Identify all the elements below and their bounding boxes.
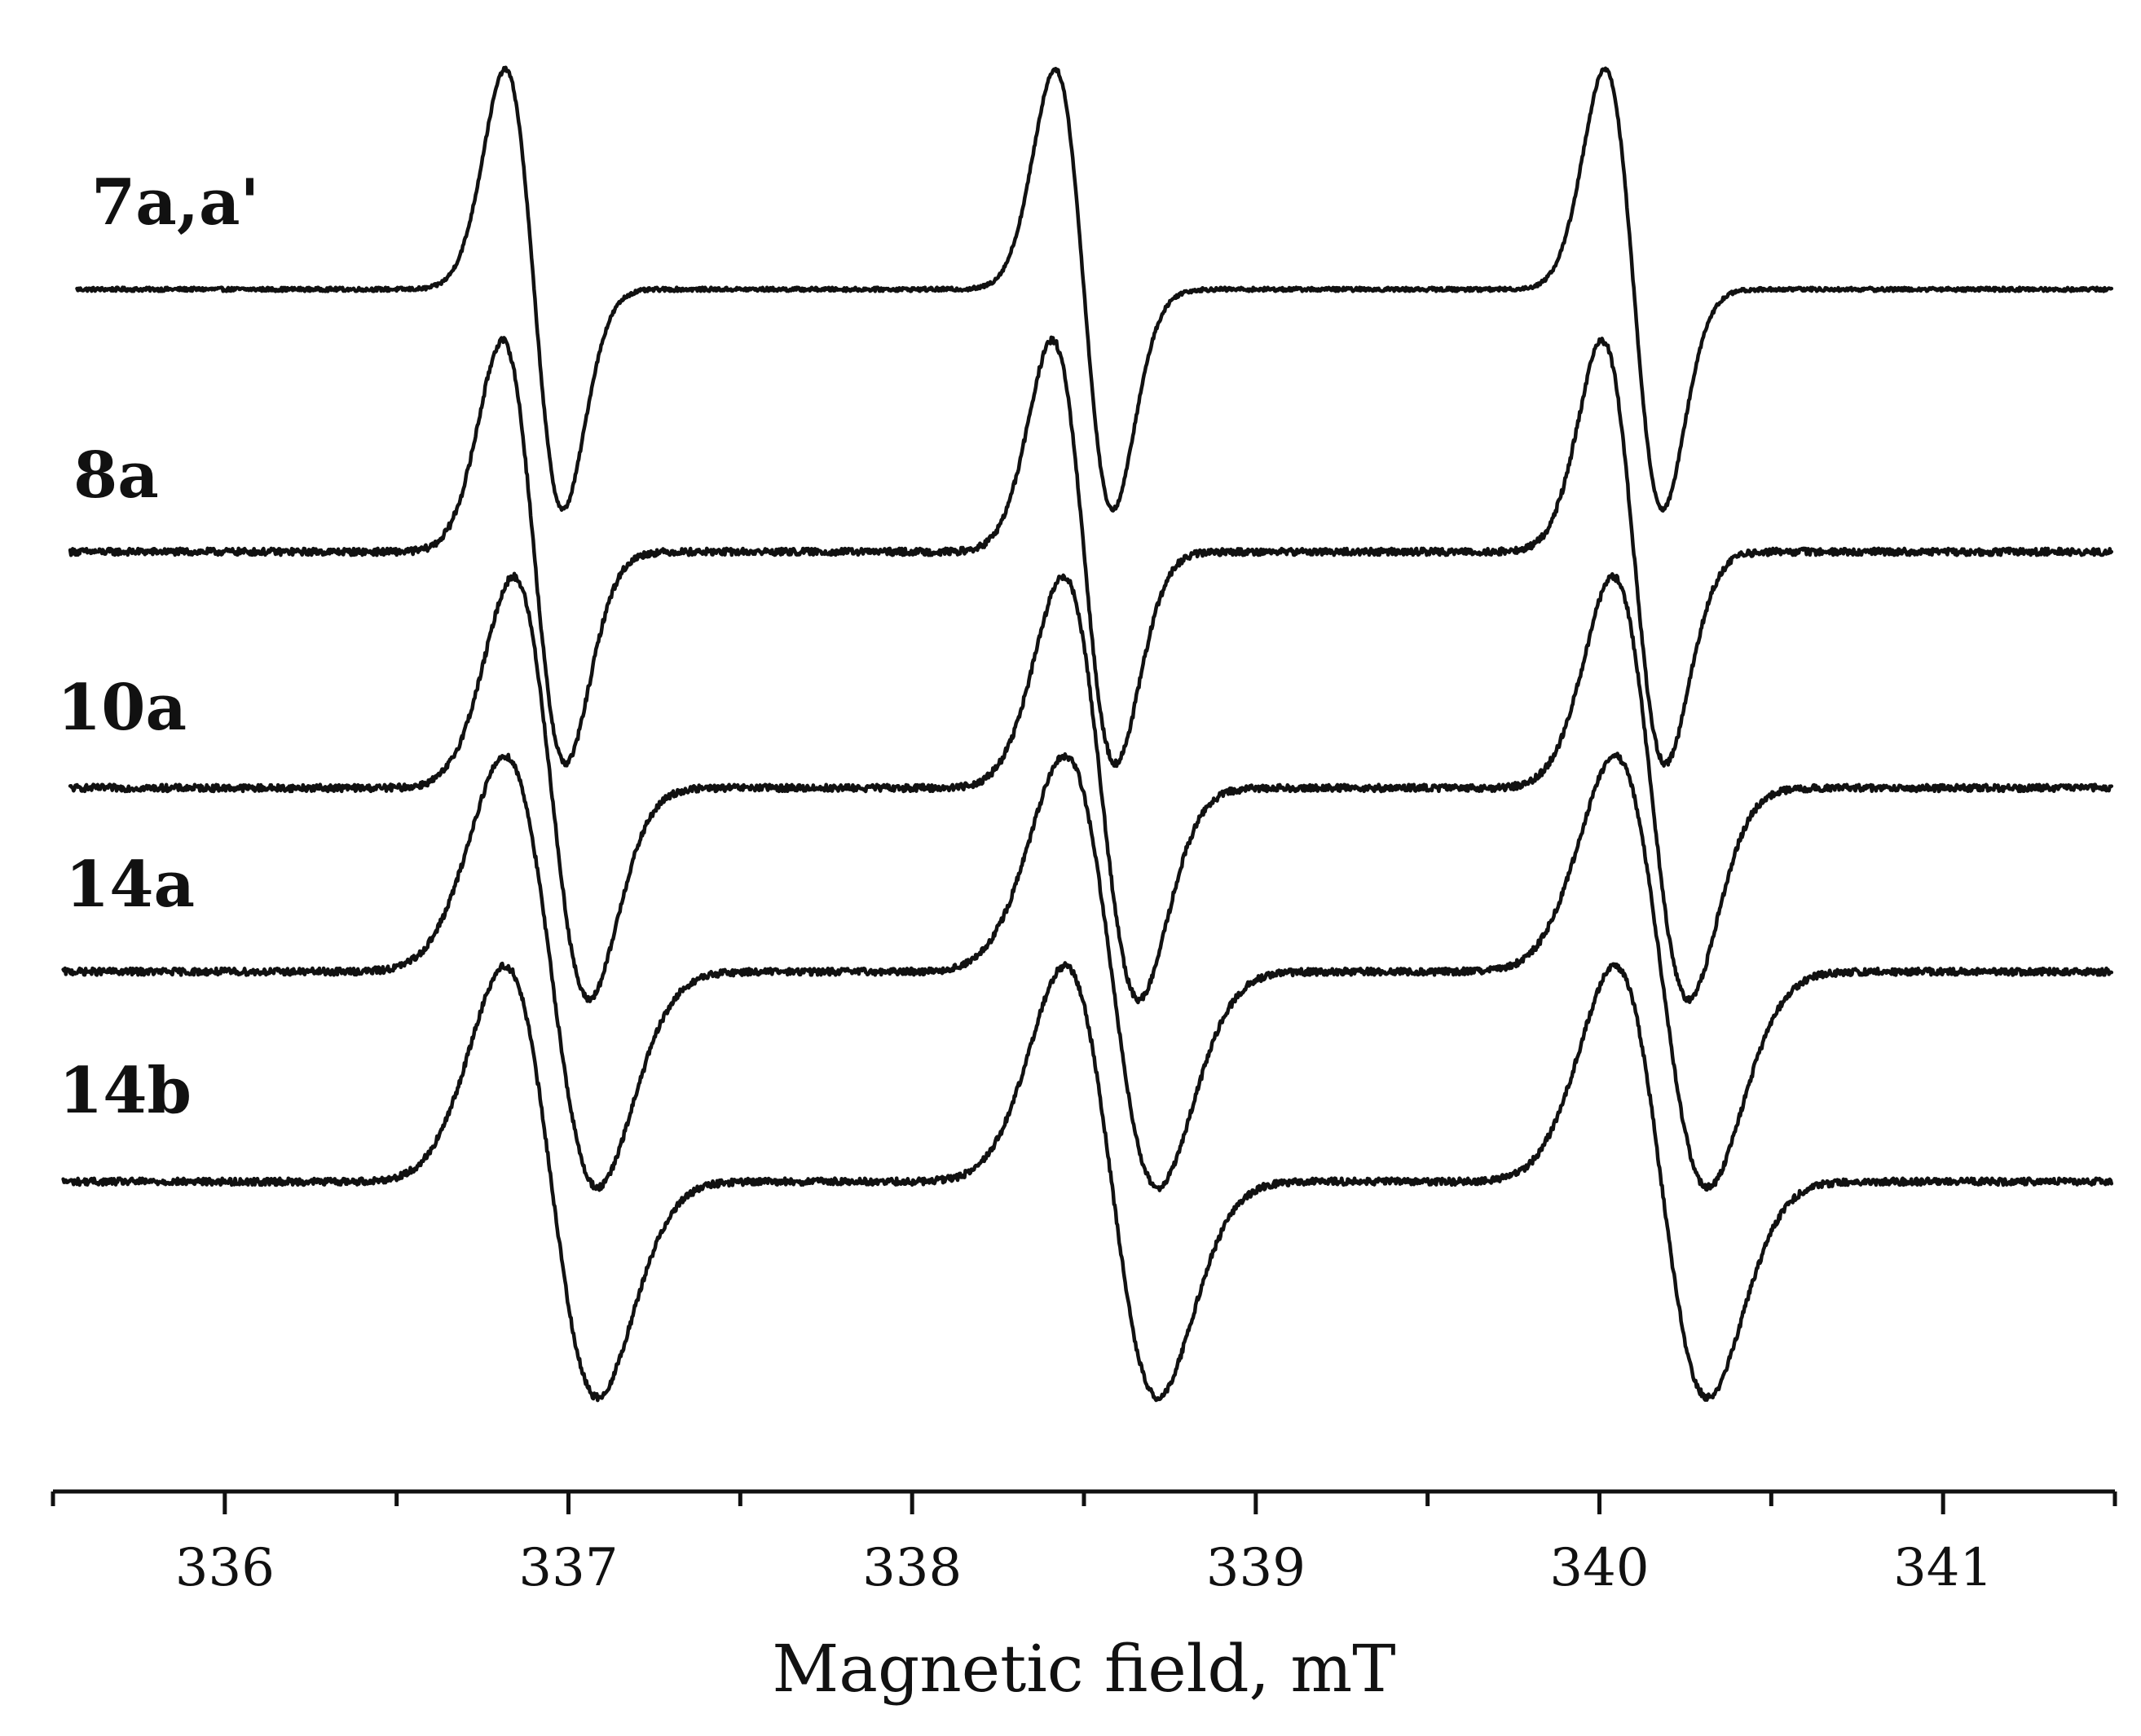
x-tick-label: 337 <box>518 1538 618 1598</box>
x-tick-label: 341 <box>1893 1538 1993 1598</box>
series-label-10a: 10a <box>57 671 187 745</box>
series-label-14b: 14b <box>59 1054 192 1128</box>
spectrum-line-8a <box>68 335 2114 769</box>
x-axis-ticks <box>51 1491 2117 1514</box>
series-labels: 7a,a' 8a 10a 14a 14b <box>57 165 259 1128</box>
x-tick-label: 336 <box>175 1538 275 1598</box>
spectrum-line-10a <box>68 571 2114 1005</box>
x-axis: 336 337 338 339 340 341 Magnetic field, mT <box>51 1489 2117 1707</box>
x-axis-title: Magnetic field, mT <box>772 1631 1395 1707</box>
spectrum-line-14b <box>61 961 2114 1403</box>
series-label-14a: 14a <box>65 848 195 922</box>
spectra-group <box>61 65 2114 1403</box>
x-tick-label: 339 <box>1206 1538 1306 1598</box>
series-label-8a: 8a <box>73 438 159 513</box>
series-label-7aa: 7a,a' <box>91 165 259 240</box>
x-tick-label: 338 <box>862 1538 962 1598</box>
x-axis-tick-labels: 336 337 338 339 340 341 <box>175 1538 1993 1598</box>
x-tick-label: 340 <box>1549 1538 1649 1598</box>
spectrum-line-7aa <box>75 65 2114 513</box>
spectrum-line-14a <box>61 751 2114 1192</box>
